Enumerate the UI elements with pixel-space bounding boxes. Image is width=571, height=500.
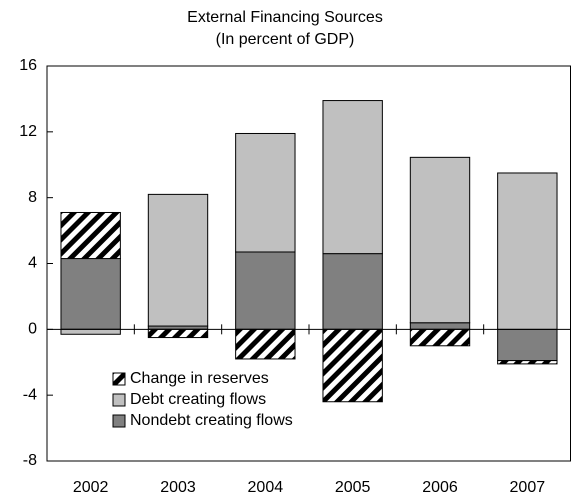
chart-subtitle: (In percent of GDP) [216, 31, 355, 48]
bar-segment [235, 251, 296, 330]
legend-label: Debt creating flows [130, 391, 266, 408]
y-tick-label: 16 [19, 57, 37, 74]
y-tick-label: 12 [19, 123, 37, 140]
y-tick-label: 0 [28, 321, 37, 338]
bar-segment [235, 132, 296, 253]
bar-segment [409, 322, 471, 330]
bar-segment [322, 328, 383, 403]
legend-swatch [112, 372, 126, 386]
y-tick-label: 8 [28, 189, 37, 206]
bar-segment [60, 258, 121, 330]
chart-title: External Financing Sources [187, 9, 383, 26]
bar-segment [147, 328, 209, 339]
bar-segment [497, 360, 558, 365]
legend-swatch [112, 414, 126, 428]
legend-label: Nondebt creating flows [130, 412, 293, 429]
bar-segment [409, 156, 471, 324]
bar-segment [497, 172, 558, 330]
legend-label: Change in reserves [130, 370, 269, 387]
bar-segment [322, 100, 383, 255]
bar-segment [409, 328, 471, 347]
bar-segment [235, 328, 296, 360]
x-tick-label: 2003 [160, 479, 196, 496]
plot-frame [46, 65, 571, 462]
y-tick-label: 4 [28, 255, 37, 272]
legend-swatch [112, 393, 126, 407]
bar-segment [60, 211, 121, 260]
x-tick-label: 2004 [248, 479, 284, 496]
bar-segment [497, 328, 558, 362]
bar-segment [322, 253, 383, 330]
y-tick-label: -8 [23, 452, 37, 469]
x-tick-label: 2002 [73, 479, 109, 496]
y-tick-label: -4 [23, 386, 37, 403]
x-tick-label: 2006 [422, 479, 458, 496]
bar-segment [147, 193, 209, 327]
bar-segment [60, 328, 121, 335]
x-tick-label: 2007 [510, 479, 546, 496]
x-tick-label: 2005 [335, 479, 371, 496]
